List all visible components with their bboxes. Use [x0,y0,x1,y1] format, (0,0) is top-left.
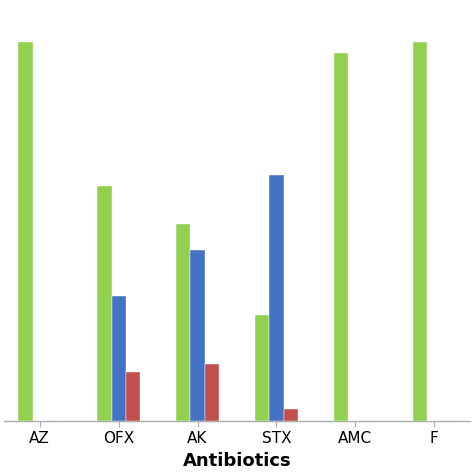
Bar [334,54,348,421]
Bar [18,42,33,421]
Bar [111,296,126,421]
Bar [97,186,111,421]
Bar [176,224,191,421]
Bar [255,315,269,421]
Bar [191,250,205,421]
Bar [283,410,298,421]
Bar [126,372,140,421]
Bar [413,42,427,421]
Bar [269,174,283,421]
Bar [205,364,219,421]
X-axis label: Antibiotics: Antibiotics [182,452,292,470]
